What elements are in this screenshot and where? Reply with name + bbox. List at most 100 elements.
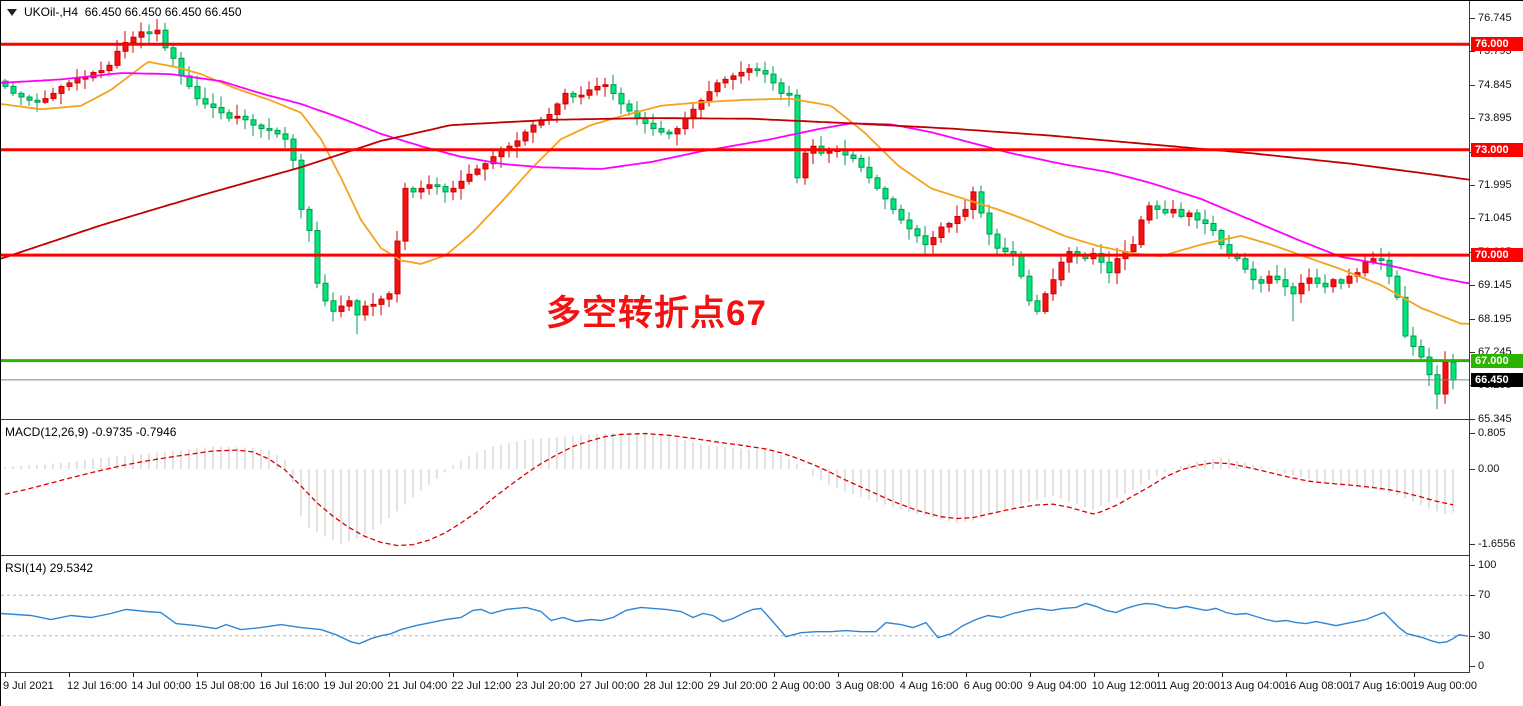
- candle-body: [954, 216, 961, 224]
- time-tick: [261, 673, 263, 677]
- candle-body: [306, 208, 313, 231]
- candle-body: [122, 42, 129, 52]
- price-axis-separator: [1469, 1, 1470, 673]
- time-label: 12 Jul 16:00: [67, 680, 127, 692]
- time-tick: [5, 673, 6, 677]
- candle-body: [1098, 252, 1105, 263]
- price-tick-label-tick: [1470, 51, 1475, 52]
- time-tick: [453, 673, 455, 677]
- price-tick-label-tick: [1470, 352, 1475, 353]
- candle-body: [170, 47, 177, 59]
- candle-body: [946, 223, 953, 228]
- candle-body: [658, 128, 665, 133]
- candle-body: [1378, 258, 1385, 262]
- candle-body: [1226, 244, 1233, 256]
- time-label: 17 Aug 16:00: [1348, 680, 1413, 692]
- ma-magenta-mid: [1, 72, 1469, 285]
- price-tick-label-tick: [1470, 218, 1475, 219]
- macd-scale-label-tick: [1470, 469, 1475, 470]
- price-tick-label: 65.345: [1478, 412, 1512, 425]
- time-label: 19 Aug 00:00: [1412, 680, 1477, 692]
- candle-body: [98, 70, 105, 73]
- candle-body: [618, 92, 625, 105]
- candle-body: [1298, 282, 1305, 295]
- time-label: 6 Aug 00:00: [963, 680, 1023, 692]
- candle-body: [242, 115, 249, 121]
- candle-body: [154, 29, 161, 35]
- macd-scale-label: 0.805: [1478, 426, 1506, 439]
- candle-body: [530, 124, 537, 133]
- macd-header: MACD(12,26,9) -0.9735 -0.7946: [5, 425, 176, 439]
- price-badge-67.000: 67.000: [1471, 353, 1523, 368]
- candle-body: [10, 85, 17, 94]
- chevron-down-icon[interactable]: [7, 9, 17, 17]
- macd-values: -0.9735 -0.7946: [91, 425, 177, 439]
- candle-body: [322, 282, 329, 302]
- time-tick: [1222, 673, 1223, 677]
- candle-body: [1330, 279, 1337, 288]
- time-label: 15 Jul 08:00: [195, 680, 256, 692]
- price-tick-label: 68.195: [1478, 312, 1512, 325]
- candle-body: [762, 70, 769, 75]
- price-tick-label: 71.995: [1478, 179, 1512, 191]
- time-tick: [69, 673, 70, 677]
- ohlc-values: 66.450 66.450 66.450 66.450: [84, 5, 242, 19]
- candle-body: [450, 187, 457, 193]
- main-price-chart[interactable]: [1, 1, 1469, 420]
- candle-body: [282, 133, 289, 140]
- rsi-indicator-pane[interactable]: [1, 556, 1469, 673]
- time-tick: [1029, 673, 1031, 677]
- time-label: 13 Aug 04:00: [1220, 680, 1285, 692]
- pane-divider-macd-rsi[interactable]: [1, 555, 1470, 556]
- price-tick-label-tick: [1470, 285, 1475, 286]
- candle-body: [490, 156, 497, 165]
- candle-body: [50, 92, 57, 100]
- candle-body: [826, 150, 833, 154]
- time-tick: [1093, 673, 1095, 677]
- candle-body: [114, 50, 121, 66]
- candle-body: [714, 82, 721, 93]
- candle-body: [1386, 259, 1393, 277]
- candle-body: [474, 168, 481, 175]
- candle-body: [674, 128, 681, 135]
- candle-body: [754, 68, 761, 72]
- macd-indicator-pane[interactable]: [1, 420, 1469, 556]
- rsi-scale-label: 30: [1478, 629, 1491, 642]
- chart-annotation-text[interactable]: 多空转折点67: [546, 294, 767, 333]
- time-label: 11 Aug 20:00: [1155, 680, 1220, 692]
- time-tick: [517, 673, 519, 677]
- time-tick: [1414, 673, 1416, 677]
- pane-divider-main-macd[interactable]: [1, 419, 1470, 420]
- rsi-scale-label-tick: [1470, 595, 1475, 596]
- candle-body: [330, 300, 337, 312]
- macd-scale-label: -1.6556: [1478, 537, 1516, 550]
- candle-body: [418, 187, 425, 193]
- candle-body: [298, 159, 305, 210]
- candle-body: [1418, 346, 1425, 358]
- candle-body: [986, 212, 993, 235]
- macd-scale-label-tick: [1470, 544, 1475, 545]
- time-label: 19 Jul 20:00: [323, 680, 384, 692]
- candle-body: [922, 235, 929, 246]
- candle-body: [1410, 335, 1417, 347]
- candle-body: [1186, 212, 1193, 217]
- symbol-header: UKOil-,H4 66.450 66.450 66.450 66.450: [7, 5, 242, 19]
- candle-body: [210, 103, 217, 108]
- candle-body: [26, 96, 33, 101]
- candle-body: [514, 140, 521, 147]
- candle-body: [1314, 277, 1321, 284]
- time-label: 22 Jul 12:00: [451, 680, 512, 692]
- candle-body: [362, 305, 369, 316]
- candle-body: [1178, 208, 1185, 217]
- price-tick-label: 69.145: [1478, 279, 1512, 292]
- time-tick: [1286, 673, 1287, 677]
- candle-body: [786, 92, 793, 96]
- price-badge-76.000: 76.000: [1471, 37, 1523, 52]
- time-label: 9 Jul 2021: [3, 680, 54, 692]
- candle-body: [602, 84, 609, 87]
- candle-body: [18, 92, 25, 98]
- candle-body: [1002, 247, 1009, 253]
- candle-body: [1362, 261, 1369, 274]
- price-tick-label-tick: [1470, 319, 1475, 320]
- time-label: 2 Aug 00:00: [771, 680, 831, 692]
